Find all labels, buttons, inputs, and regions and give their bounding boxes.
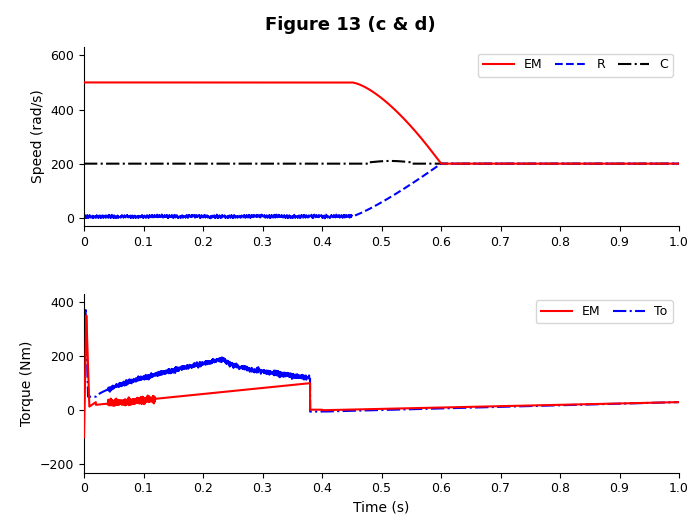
Legend: EM, To: EM, To xyxy=(536,300,673,323)
Legend: EM, R, C: EM, R, C xyxy=(478,54,673,77)
X-axis label: Time (s): Time (s) xyxy=(354,501,410,515)
Y-axis label: Speed (rad/s): Speed (rad/s) xyxy=(31,90,45,183)
Y-axis label: Torque (Nm): Torque (Nm) xyxy=(20,341,34,426)
Text: Figure 13 (c & d): Figure 13 (c & d) xyxy=(265,16,435,34)
